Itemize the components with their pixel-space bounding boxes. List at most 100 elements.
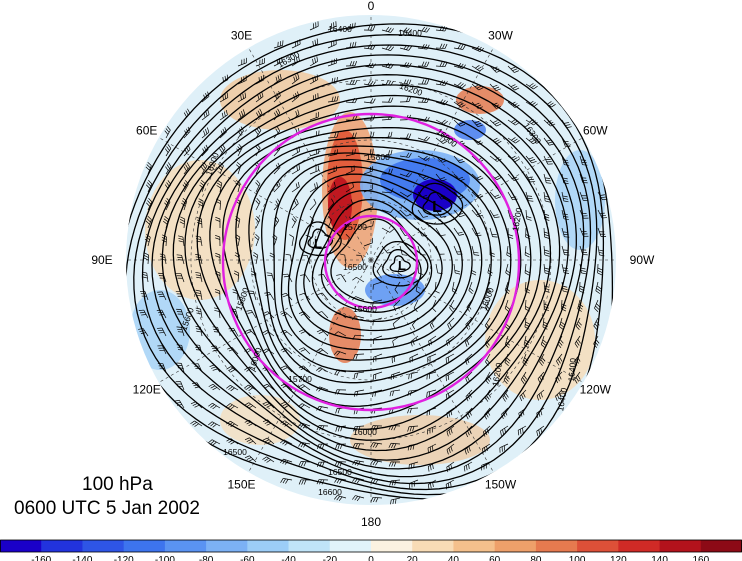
wind-barb bbox=[191, 382, 203, 391]
wind-barb bbox=[289, 234, 294, 247]
wind-barb bbox=[226, 438, 239, 445]
wind-barb bbox=[417, 61, 430, 67]
wind-barb bbox=[471, 263, 477, 276]
wind-barb bbox=[335, 425, 347, 432]
contour-line bbox=[273, 159, 492, 372]
wind-barb bbox=[373, 353, 383, 363]
longitude-labels: 0 30W 60W 90W 120W 150W 180 150E 120E 90E 60E 30E bbox=[91, 0, 655, 529]
anomaly-patch bbox=[456, 86, 504, 114]
wind-barb bbox=[182, 180, 189, 193]
wind-barb bbox=[291, 164, 301, 175]
wind-barb bbox=[484, 317, 491, 330]
colorbar-tick-label: 140 bbox=[651, 555, 668, 561]
wind-barb bbox=[427, 461, 437, 472]
wind-barb bbox=[427, 479, 437, 490]
wind-barb bbox=[345, 22, 356, 31]
contour-line bbox=[184, 94, 561, 452]
wind-barb bbox=[435, 191, 447, 200]
wind-barb bbox=[485, 299, 491, 312]
wind-barb bbox=[505, 263, 511, 276]
anomaly-shading bbox=[130, 70, 605, 465]
contour-label: 15600 bbox=[353, 304, 377, 314]
wind-barb bbox=[345, 79, 358, 85]
wind-barb bbox=[146, 197, 153, 211]
wind-barb bbox=[484, 389, 491, 402]
wind-barb bbox=[408, 461, 419, 470]
wind-barb bbox=[489, 245, 495, 258]
colorbar-tick-label: 160 bbox=[692, 555, 709, 561]
wind-barb bbox=[334, 312, 347, 319]
wind-barb bbox=[234, 216, 241, 229]
wind-barb bbox=[481, 443, 491, 454]
wind-barb bbox=[482, 425, 491, 437]
wind-barb bbox=[524, 281, 531, 294]
wind-barb bbox=[345, 199, 354, 211]
wind-barb bbox=[255, 91, 264, 103]
contour-label: 15700 bbox=[343, 222, 367, 232]
wind-barb bbox=[246, 309, 257, 319]
wind-barb bbox=[298, 403, 311, 409]
wind-barb bbox=[215, 198, 221, 211]
wind-barb bbox=[464, 443, 473, 455]
meridian-line bbox=[370, 47, 494, 261]
wind-barb bbox=[579, 245, 588, 256]
wind-barb bbox=[309, 111, 319, 121]
wind-barb bbox=[236, 161, 242, 175]
wind-barb bbox=[399, 44, 412, 51]
wind-barb bbox=[262, 383, 275, 391]
wind-barb bbox=[244, 366, 257, 373]
wind-barb bbox=[381, 188, 394, 194]
meridian-line bbox=[370, 259, 584, 383]
wind-barb bbox=[561, 191, 569, 203]
anomaly-patch bbox=[220, 70, 340, 130]
low-center-marker: L bbox=[398, 258, 406, 273]
wind-barb bbox=[279, 458, 293, 465]
contour-label: 15700 bbox=[288, 374, 312, 384]
contour-label: 16400 bbox=[398, 28, 422, 38]
longitude-label: 60E bbox=[136, 124, 157, 138]
wind-barb bbox=[273, 162, 281, 175]
colorbar-swatch bbox=[288, 540, 331, 552]
wind-barb bbox=[176, 254, 185, 265]
wind-barb bbox=[195, 307, 203, 319]
wind-barb bbox=[254, 233, 260, 247]
wind-barb bbox=[381, 227, 394, 233]
wind-barb bbox=[345, 182, 354, 193]
colorbar-tick-label: 120 bbox=[610, 555, 627, 561]
wind-barb bbox=[339, 253, 347, 265]
wind-barb bbox=[194, 344, 203, 355]
wind-barb bbox=[318, 273, 329, 283]
wind-barb bbox=[315, 386, 329, 392]
wind-barb bbox=[435, 155, 448, 163]
wind-barb bbox=[376, 263, 383, 276]
colorbar-tick-label: 100 bbox=[569, 555, 586, 561]
wind-barb bbox=[561, 227, 570, 238]
wind-barb bbox=[489, 155, 502, 162]
wind-barb bbox=[363, 98, 376, 104]
wind-barb bbox=[435, 61, 448, 68]
wind-barb bbox=[464, 335, 473, 347]
wind-barb bbox=[435, 173, 447, 182]
wind-barb bbox=[413, 299, 419, 312]
wind-barb bbox=[561, 209, 569, 220]
wind-barb bbox=[159, 253, 167, 265]
wind-barb bbox=[381, 45, 394, 51]
wind-barb bbox=[157, 345, 167, 355]
wind-barb bbox=[302, 254, 311, 265]
wind-barb bbox=[370, 459, 383, 466]
wind-barb bbox=[183, 108, 191, 121]
contour-label: 16200 bbox=[510, 207, 524, 232]
wind-barb bbox=[209, 364, 221, 373]
contour-label: 16600 bbox=[318, 487, 342, 497]
wind-barb bbox=[574, 353, 581, 366]
wind-barb bbox=[297, 422, 311, 429]
wind-barb bbox=[144, 234, 151, 247]
wind-barb bbox=[522, 353, 529, 367]
wind-barb bbox=[141, 271, 149, 283]
wind-barb bbox=[392, 317, 401, 329]
wind-barb bbox=[280, 439, 293, 446]
wind-barb bbox=[471, 137, 483, 145]
wind-barb bbox=[466, 299, 473, 312]
wind-barb bbox=[388, 461, 401, 467]
wind-barb bbox=[291, 56, 300, 67]
